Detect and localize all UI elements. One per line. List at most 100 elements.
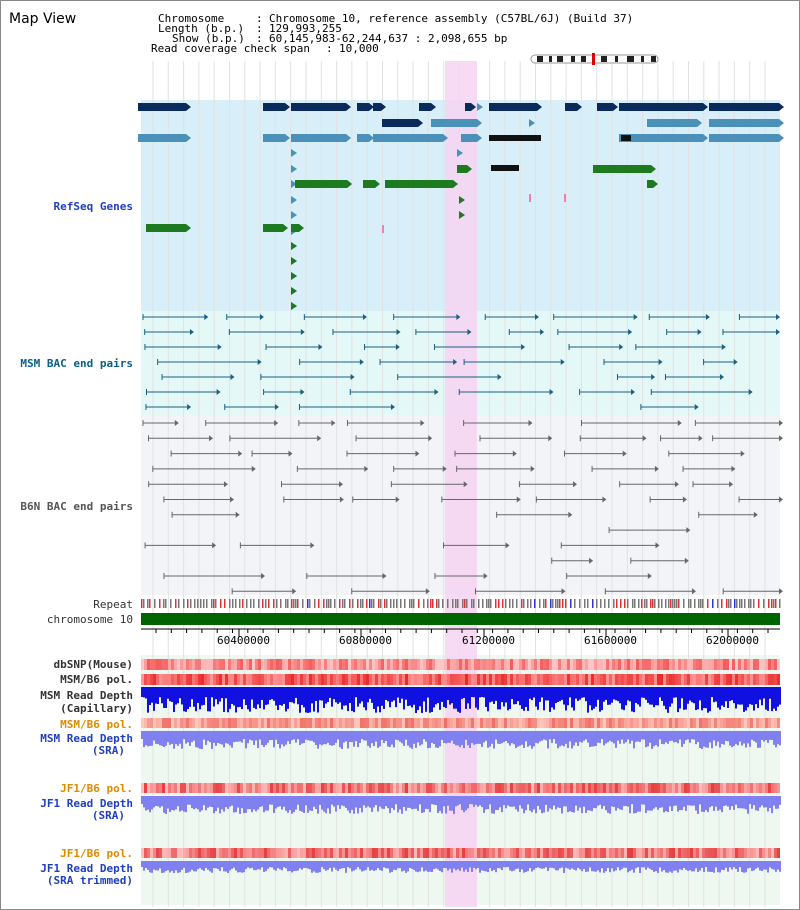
depth-bar xyxy=(771,731,773,741)
depth-bar xyxy=(417,796,419,811)
heat-cell xyxy=(684,783,687,793)
heat-cell xyxy=(210,718,213,728)
heat-cell xyxy=(294,718,297,728)
depth-bar xyxy=(537,796,539,806)
heat-cell xyxy=(420,718,423,728)
depth-bar xyxy=(731,687,733,701)
depth-bar xyxy=(289,796,291,811)
gene-arrow-icon xyxy=(457,149,463,157)
msm-b6-pol-2-label: MSM/B6 pol. xyxy=(60,718,133,731)
depth-bar xyxy=(699,731,701,749)
heat-cell xyxy=(765,674,768,685)
depth-bar xyxy=(295,796,297,810)
heat-cell xyxy=(339,659,342,670)
repeat-element xyxy=(455,599,457,608)
depth-bar xyxy=(755,731,757,743)
heat-cell xyxy=(456,659,459,670)
depth-bar xyxy=(277,731,279,745)
heat-cell xyxy=(594,848,597,858)
depth-bar xyxy=(221,861,223,868)
bac-end-arrow xyxy=(189,329,194,335)
repeat-element xyxy=(473,599,475,608)
depth-bar xyxy=(229,731,231,746)
heat-cell xyxy=(180,783,183,793)
depth-bar xyxy=(377,731,379,748)
repeat-element xyxy=(579,599,581,608)
heat-cell xyxy=(519,674,522,685)
depth-bar xyxy=(199,687,201,710)
depth-bar xyxy=(315,731,317,746)
depth-bar xyxy=(533,687,535,698)
depth-bar xyxy=(177,731,179,746)
depth-bar xyxy=(251,796,253,813)
depth-bar xyxy=(497,687,499,710)
heat-cell xyxy=(153,783,156,793)
heat-cell xyxy=(276,718,279,728)
bac-end-arrow xyxy=(740,450,745,457)
depth-bar xyxy=(257,687,259,705)
depth-bar xyxy=(637,687,639,705)
depth-bar xyxy=(607,861,609,868)
depth-bar xyxy=(383,861,385,868)
heat-cell xyxy=(324,674,327,685)
heat-cell xyxy=(342,718,345,728)
repeat-element xyxy=(557,599,559,608)
depth-bar xyxy=(493,796,495,814)
heat-cell xyxy=(162,783,165,793)
heat-cell xyxy=(147,674,150,685)
heat-cell xyxy=(534,783,537,793)
depth-bar xyxy=(145,796,147,811)
depth-bar xyxy=(223,796,225,812)
repeat-element xyxy=(505,599,507,608)
chromosome-key: Chromosome xyxy=(158,12,225,25)
b6n-bac-label: B6N BAC end pairs xyxy=(20,500,133,513)
depth-bar xyxy=(679,861,681,870)
depth-bar xyxy=(617,687,619,702)
depth-bar xyxy=(643,731,645,740)
repeat-element xyxy=(527,599,529,608)
depth-bar xyxy=(189,687,191,707)
heat-cell xyxy=(732,718,735,728)
heat-cell xyxy=(354,783,357,793)
depth-bar xyxy=(393,796,395,810)
heat-cell xyxy=(609,848,612,858)
repeat-element xyxy=(654,599,656,608)
depth-bar xyxy=(259,861,261,870)
depth-bar xyxy=(587,861,589,872)
depth-bar xyxy=(725,861,727,868)
heat-cell xyxy=(234,659,237,670)
heat-cell xyxy=(756,674,759,685)
heat-cell xyxy=(681,674,684,685)
heat-cell xyxy=(726,659,729,670)
heat-cell xyxy=(156,659,159,670)
depth-bar xyxy=(521,796,523,809)
heat-cell xyxy=(714,783,717,793)
heat-cell xyxy=(393,659,396,670)
depth-bar xyxy=(263,731,265,748)
depth-bar xyxy=(469,796,471,805)
repeat-element xyxy=(545,599,547,608)
heat-cell xyxy=(768,848,771,858)
depth-bar xyxy=(579,861,581,870)
depth-bar xyxy=(753,796,755,806)
bac-end-arrow xyxy=(204,314,209,320)
depth-bar xyxy=(249,687,251,712)
heat-cell xyxy=(573,783,576,793)
heat-cell xyxy=(246,848,249,858)
bac-end-arrow xyxy=(292,588,297,595)
depth-bar xyxy=(253,687,255,708)
heat-cell xyxy=(462,848,465,858)
heat-cell xyxy=(711,848,714,858)
depth-bar xyxy=(339,861,341,869)
repeat-element xyxy=(466,599,468,608)
heat-cell xyxy=(237,674,240,685)
heat-cell xyxy=(738,674,741,685)
depth-bar xyxy=(765,687,767,710)
heat-cell xyxy=(381,659,384,670)
heat-cell xyxy=(681,718,684,728)
depth-bar xyxy=(689,796,691,806)
depth-bar xyxy=(333,796,335,807)
depth-bar xyxy=(539,796,541,810)
repeat-element xyxy=(552,599,554,608)
